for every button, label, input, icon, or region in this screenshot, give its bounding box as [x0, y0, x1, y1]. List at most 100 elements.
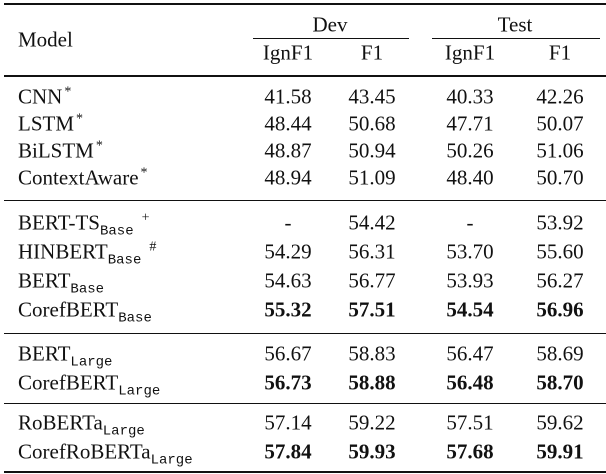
- header-group: Dev: [312, 12, 348, 37]
- score: 51.09: [348, 165, 396, 190]
- model-base: CorefBERT: [18, 297, 119, 322]
- score: 43.45: [348, 84, 396, 109]
- score: 51.06: [536, 138, 584, 163]
- model-base: CNN: [18, 84, 63, 109]
- model-base: BiLSTM: [18, 138, 94, 163]
- header-column: F1: [360, 40, 384, 65]
- model-mark: *: [140, 165, 148, 181]
- model-base: LSTM: [18, 111, 75, 136]
- model-name: BERT-TSBase +: [18, 210, 150, 239]
- model-size: Base: [118, 310, 152, 327]
- model-size: Base: [99, 223, 134, 240]
- score: 48.40: [446, 165, 494, 190]
- score: 58.70: [536, 370, 584, 394]
- score: 48.94: [264, 165, 312, 190]
- model-name: CNN *: [18, 84, 72, 109]
- model-base: BERT-TS: [18, 210, 100, 235]
- rule: [4, 200, 606, 201]
- model-size: Large: [118, 383, 161, 399]
- score: 56.73: [264, 370, 312, 394]
- model-base: CorefRoBERTa: [18, 439, 151, 464]
- header-column: F1: [548, 40, 572, 65]
- model-name: BERTLarge: [18, 341, 112, 370]
- score: 55.32: [264, 297, 312, 322]
- score: 47.71: [446, 111, 494, 136]
- model-base: HINBERT: [18, 239, 108, 264]
- header-group: Test: [497, 12, 533, 37]
- model-name: RoBERTaLarge: [18, 410, 145, 439]
- header-column: IgnF1: [262, 40, 314, 65]
- score: 58.83: [348, 341, 396, 365]
- model-base: ContextAware: [18, 165, 139, 190]
- score: 56.67: [264, 341, 312, 365]
- model-name: CorefBERTLarge: [18, 370, 160, 399]
- model-mark: +: [141, 210, 150, 226]
- model-mark: *: [95, 138, 103, 154]
- score: 59.91: [536, 439, 584, 464]
- score: 54.29: [264, 239, 312, 264]
- model-name: LSTM *: [18, 111, 84, 136]
- model-base: BERT: [18, 268, 71, 293]
- score: 56.48: [446, 370, 494, 394]
- score: 56.27: [536, 268, 584, 293]
- model-size: Large: [70, 354, 113, 370]
- score: 50.07: [536, 111, 584, 136]
- model-base: RoBERTa: [18, 410, 103, 435]
- group-rule: [432, 38, 600, 39]
- score: 48.87: [264, 138, 312, 163]
- score: 53.93: [446, 268, 494, 293]
- rule: [4, 75, 606, 77]
- score: -: [284, 210, 292, 235]
- group-rule: [253, 38, 409, 39]
- score: 48.44: [264, 111, 312, 136]
- score: 53.92: [536, 210, 584, 235]
- score: 56.77: [348, 268, 396, 293]
- model-base: BERT: [18, 341, 71, 365]
- score: 56.96: [536, 297, 584, 322]
- score: 58.69: [536, 341, 584, 365]
- rule: [4, 3, 606, 5]
- score: -: [466, 210, 474, 235]
- model-mark: #: [149, 239, 157, 255]
- score: 59.22: [348, 410, 396, 435]
- score: 54.54: [446, 297, 494, 322]
- model-name: BERTBase: [18, 268, 104, 297]
- model-mark: *: [76, 111, 84, 127]
- model-name: BiLSTM *: [18, 138, 103, 163]
- header-column: IgnF1: [444, 40, 496, 65]
- model-name: CorefBERTBase: [18, 297, 152, 326]
- model-name: HINBERTBase #: [18, 239, 157, 268]
- score: 53.70: [446, 239, 494, 264]
- model-base: CorefBERT: [18, 370, 119, 394]
- score: 59.93: [348, 439, 396, 464]
- model-size: Large: [150, 452, 193, 469]
- score: 55.60: [536, 239, 584, 264]
- score: 50.68: [348, 111, 396, 136]
- model-size: Base: [107, 252, 142, 269]
- score: 57.84: [264, 439, 312, 464]
- rule: [4, 333, 606, 334]
- score: 56.47: [446, 341, 494, 365]
- score: 57.68: [446, 439, 494, 464]
- rule: [4, 471, 606, 473]
- score: 54.42: [348, 210, 396, 235]
- score: 40.33: [446, 84, 494, 109]
- score: 58.88: [348, 370, 396, 394]
- score: 50.94: [348, 138, 396, 163]
- score: 56.31: [348, 239, 396, 264]
- header-model: Model: [18, 27, 73, 52]
- rule: [4, 403, 606, 404]
- model-name: CorefRoBERTaLarge: [18, 439, 193, 468]
- score: 50.26: [446, 138, 494, 163]
- score: 41.58: [264, 84, 312, 109]
- score: 57.14: [264, 410, 312, 435]
- score: 57.51: [446, 410, 494, 435]
- model-mark: *: [64, 84, 72, 100]
- model-name: ContextAware *: [18, 165, 148, 190]
- score: 42.26: [536, 84, 584, 109]
- score: 54.63: [264, 268, 312, 293]
- score: 59.62: [536, 410, 584, 435]
- model-size: Large: [102, 423, 145, 440]
- score: 50.70: [536, 165, 584, 190]
